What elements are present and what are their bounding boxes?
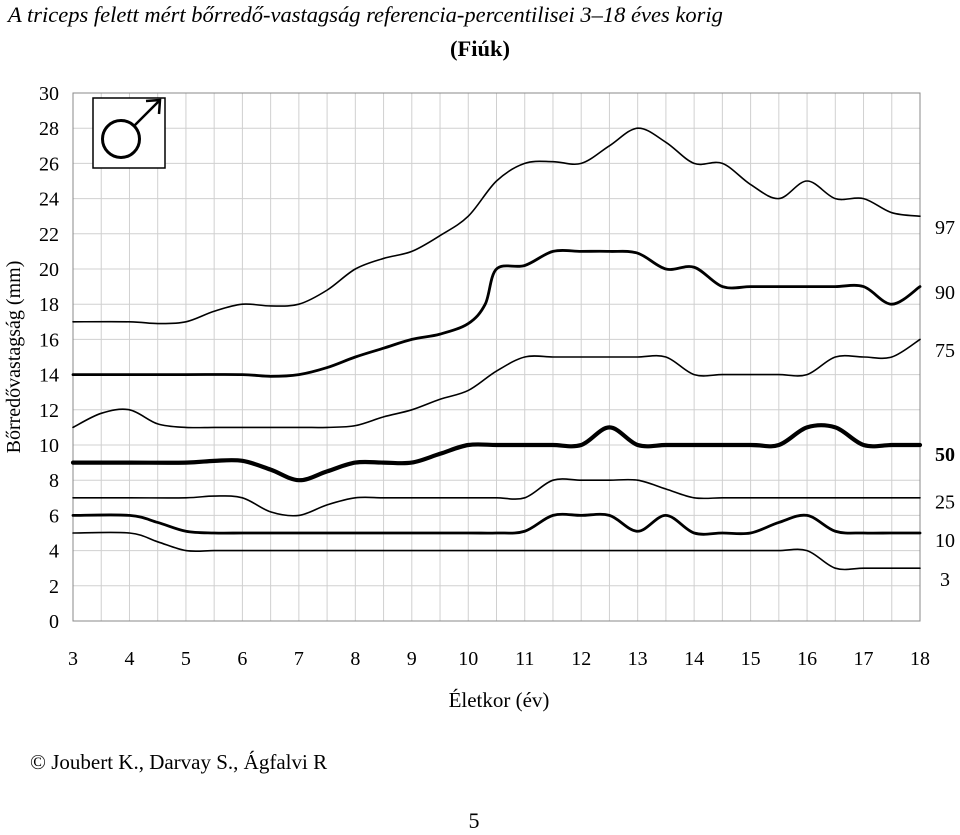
x-tick-label: 8 xyxy=(350,648,360,670)
y-tick-label: 14 xyxy=(39,365,59,387)
series-line-p10 xyxy=(71,512,922,536)
series-line-p50 xyxy=(70,423,923,483)
y-tick-label: 10 xyxy=(39,435,59,457)
x-tick-label: 9 xyxy=(407,648,417,670)
x-tick-label: 13 xyxy=(628,648,648,670)
y-tick-label: 28 xyxy=(39,118,59,140)
y-tick-label: 20 xyxy=(39,259,59,281)
plot-frame xyxy=(72,92,921,622)
x-tick-label: 12 xyxy=(571,648,591,670)
x-tick-label: 18 xyxy=(910,648,930,670)
y-tick-label: 0 xyxy=(49,611,59,633)
series-line-p25 xyxy=(72,478,921,517)
x-tick-label: 5 xyxy=(181,648,191,670)
y-tick-label: 8 xyxy=(49,470,59,492)
x-tick-label: 10 xyxy=(458,648,478,670)
y-tick-label: 30 xyxy=(39,83,59,105)
series-line-p75 xyxy=(72,338,921,429)
series-label-p25: 25 xyxy=(935,491,955,513)
y-tick-label: 18 xyxy=(39,294,59,316)
x-tick-label: 17 xyxy=(854,648,874,670)
x-axis-label: Életkor (év) xyxy=(449,688,550,712)
male-symbol-box xyxy=(92,97,166,169)
y-tick-label: 24 xyxy=(39,189,59,211)
male-symbol-icon xyxy=(101,119,141,159)
x-tick-label: 16 xyxy=(797,648,817,670)
series-label-p90: 90 xyxy=(935,282,955,304)
series-line-p90 xyxy=(71,248,922,378)
series-label-p10: 10 xyxy=(935,530,955,552)
series-label-p75: 75 xyxy=(935,340,955,362)
page-number: 5 xyxy=(468,808,480,833)
series-group xyxy=(70,127,923,571)
y-tick-label: 22 xyxy=(39,224,59,246)
series-label-p3: 3 xyxy=(940,569,950,591)
x-axis-ticks: 3 4 5 6 7 8 9 10 11 12 13 14 15 16 17 18 xyxy=(68,648,930,670)
copyright-credit: © Joubert K., Darvay S., Ágfalvi R xyxy=(30,750,328,774)
y-tick-label: 12 xyxy=(39,400,59,422)
y-axis-label: Bőrredővastagság (mm) xyxy=(3,261,25,454)
series-label-p97: 97 xyxy=(935,217,955,239)
y-tick-label: 2 xyxy=(49,576,59,598)
series-labels: 97 90 75 50 25 10 3 xyxy=(935,217,955,591)
x-tick-label: 6 xyxy=(237,648,247,670)
series-line-p3 xyxy=(72,531,921,571)
series-line-p97 xyxy=(72,127,921,325)
x-tick-label: 3 xyxy=(68,648,78,670)
chart-subtitle: (Fiúk) xyxy=(449,36,510,61)
y-tick-label: 4 xyxy=(49,541,59,563)
y-tick-label: 26 xyxy=(39,153,59,175)
y-tick-label: 6 xyxy=(49,505,59,527)
x-tick-label: 14 xyxy=(684,648,704,670)
chart-title: A triceps felett mért bőrredő-vastagság … xyxy=(8,2,723,27)
x-tick-label: 15 xyxy=(741,648,761,670)
series-label-p50: 50 xyxy=(935,444,955,466)
y-tick-label: 16 xyxy=(39,329,59,351)
x-tick-label: 7 xyxy=(294,648,304,670)
x-tick-label: 11 xyxy=(515,648,534,670)
x-tick-label: 4 xyxy=(124,648,134,670)
grid xyxy=(72,92,921,622)
